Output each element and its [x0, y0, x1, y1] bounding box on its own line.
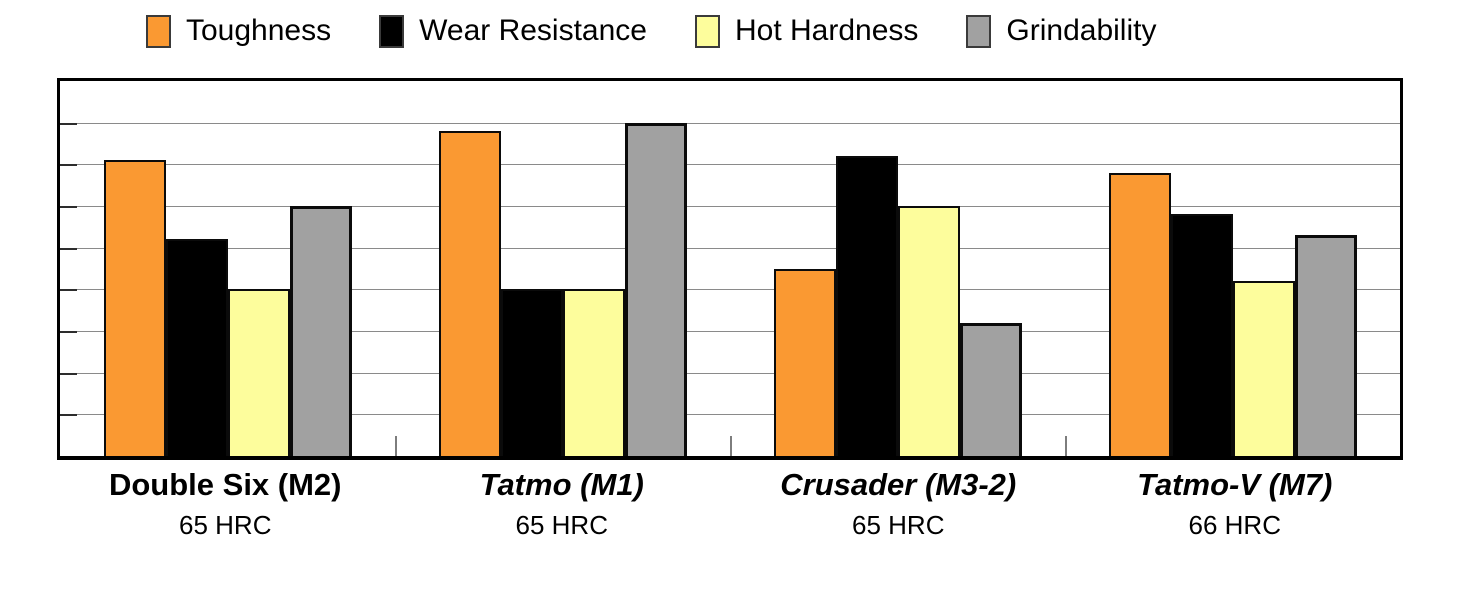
x-axis-tick [1065, 436, 1067, 456]
x-axis-tick [730, 436, 732, 456]
legend-item: Grindability [966, 14, 1156, 48]
bar-hot-hardness [1232, 281, 1295, 456]
category-label-cell: Crusader (M3-2) 65 HRC [730, 467, 1067, 541]
bar-grindability [1294, 235, 1357, 456]
bar-toughness [773, 268, 836, 456]
y-axis-tick [60, 206, 77, 208]
bar-toughness [1108, 172, 1171, 456]
bar-grindability [959, 322, 1022, 456]
category-label-cell: Tatmo (M1) 65 HRC [394, 467, 731, 541]
y-axis-tick [60, 373, 77, 375]
category-name: Crusader (M3-2) [780, 467, 1017, 502]
y-axis-tick [60, 331, 77, 333]
legend-label: Hot Hardness [734, 14, 919, 47]
x-axis-tick [395, 436, 397, 456]
legend-item: Wear Resistance [379, 14, 647, 48]
category-label-cell: Tatmo-V (M7) 66 HRC [1067, 467, 1404, 541]
category-axis-labels: Double Six (M2) 65 HRC Tatmo (M1) 65 HRC Cru… [57, 467, 1403, 541]
bar-grindability [289, 206, 352, 456]
y-axis-tick [60, 289, 77, 291]
bar-group-2 [395, 81, 730, 456]
gridline [60, 164, 1400, 165]
legend-label: Toughness [186, 14, 332, 47]
category-hardness: 65 HRC [179, 509, 272, 540]
legend-label: Grindability [1006, 14, 1157, 47]
gridline [60, 123, 1400, 124]
bar-hot-hardness [897, 206, 960, 456]
category-name: Tatmo-V (M7) [1137, 467, 1333, 502]
legend-item: Toughness [146, 14, 331, 48]
bar-grindability [624, 122, 687, 456]
bar-wear-resistance [835, 156, 898, 456]
category-label-cell: Double Six (M2) 65 HRC [57, 467, 394, 541]
bar-group-1 [60, 81, 395, 456]
gridline [60, 248, 1400, 249]
category-name: Tatmo (M1) [479, 467, 644, 502]
legend-swatch-wear-resistance [379, 14, 405, 48]
chart-legend: Toughness Wear Resistance Hot Hardness Grin… [146, 14, 1156, 48]
category-name: Double Six (M2) [108, 467, 342, 502]
gridline [60, 373, 1400, 374]
legend-label: Wear Resistance [419, 14, 647, 47]
plot-area [57, 78, 1403, 460]
bar-wear-resistance [165, 239, 228, 456]
y-axis-tick [60, 123, 77, 125]
gridline [60, 206, 1400, 207]
category-hardness: 65 HRC [852, 509, 945, 540]
y-axis-tick [60, 414, 77, 416]
category-hardness: 66 HRC [1188, 509, 1281, 540]
bar-hot-hardness [227, 289, 290, 456]
bar-toughness [438, 131, 501, 456]
bar-wear-resistance [500, 289, 563, 456]
gridline [60, 331, 1400, 332]
legend-swatch-hot-hardness [694, 14, 720, 48]
y-axis-tick [60, 164, 77, 166]
y-axis-tick [60, 248, 77, 250]
category-hardness: 65 HRC [515, 509, 608, 540]
bar-group-4 [1065, 81, 1400, 456]
bar-hot-hardness [562, 289, 625, 456]
bar-group-3 [730, 81, 1065, 456]
bar-wear-resistance [1170, 214, 1233, 456]
legend-item: Hot Hardness [694, 14, 919, 48]
legend-swatch-toughness [146, 14, 171, 48]
gridline [60, 289, 1400, 290]
legend-swatch-grindability [966, 14, 992, 48]
bar-toughness [103, 160, 166, 456]
gridline [60, 414, 1400, 415]
